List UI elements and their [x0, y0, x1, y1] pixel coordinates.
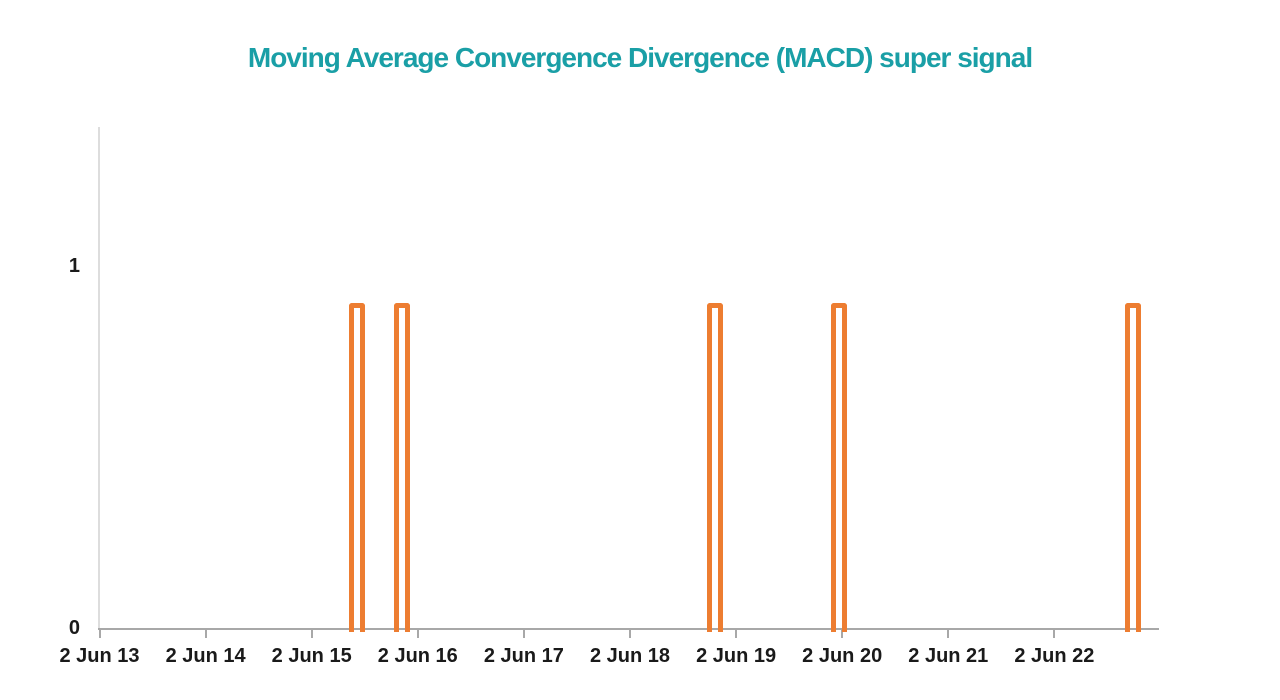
signal-pulse	[393, 303, 410, 632]
x-axis-tick-label: 2 Jun 18	[589, 645, 671, 667]
x-axis-tick-label: 2 Jun 13	[59, 645, 140, 667]
signal-pulse	[349, 303, 366, 632]
x-axis-tick-label: 2 Jun 22	[1014, 645, 1095, 667]
x-axis-tick	[310, 630, 313, 638]
x-axis-tick	[1053, 630, 1056, 638]
x-axis-tick	[735, 630, 738, 638]
signal-pulse	[831, 303, 848, 632]
y-axis-tick-label: 1	[68, 255, 80, 277]
x-axis-tick-label: 2 Jun 15	[271, 645, 352, 667]
x-axis-tick	[416, 630, 419, 638]
x-axis-tick-label: 2 Jun 16	[377, 645, 458, 667]
x-axis-tick	[947, 630, 950, 638]
x-axis-tick-label: 2 Jun 21	[908, 645, 989, 667]
x-axis-tick-label: 2 Jun 20	[802, 645, 883, 667]
x-axis-tick-label: 2 Jun 17	[483, 645, 564, 667]
x-axis-tick-label: 2 Jun 14	[165, 645, 246, 667]
signal-pulse	[1124, 303, 1141, 632]
x-axis-tick	[629, 630, 631, 638]
x-axis-tick-label: 2 Jun 19	[696, 645, 777, 667]
y-axis-line	[98, 127, 100, 630]
x-axis-tick	[522, 630, 525, 638]
y-axis-tick-label: 0	[68, 617, 80, 639]
signal-pulse	[706, 303, 723, 632]
x-axis-tick	[841, 630, 844, 638]
chart-title: Moving Average Convergence Divergence (M…	[247, 42, 1033, 73]
x-axis-tick	[204, 630, 207, 638]
x-axis-tick	[98, 630, 101, 638]
x-axis-line	[98, 628, 1159, 630]
